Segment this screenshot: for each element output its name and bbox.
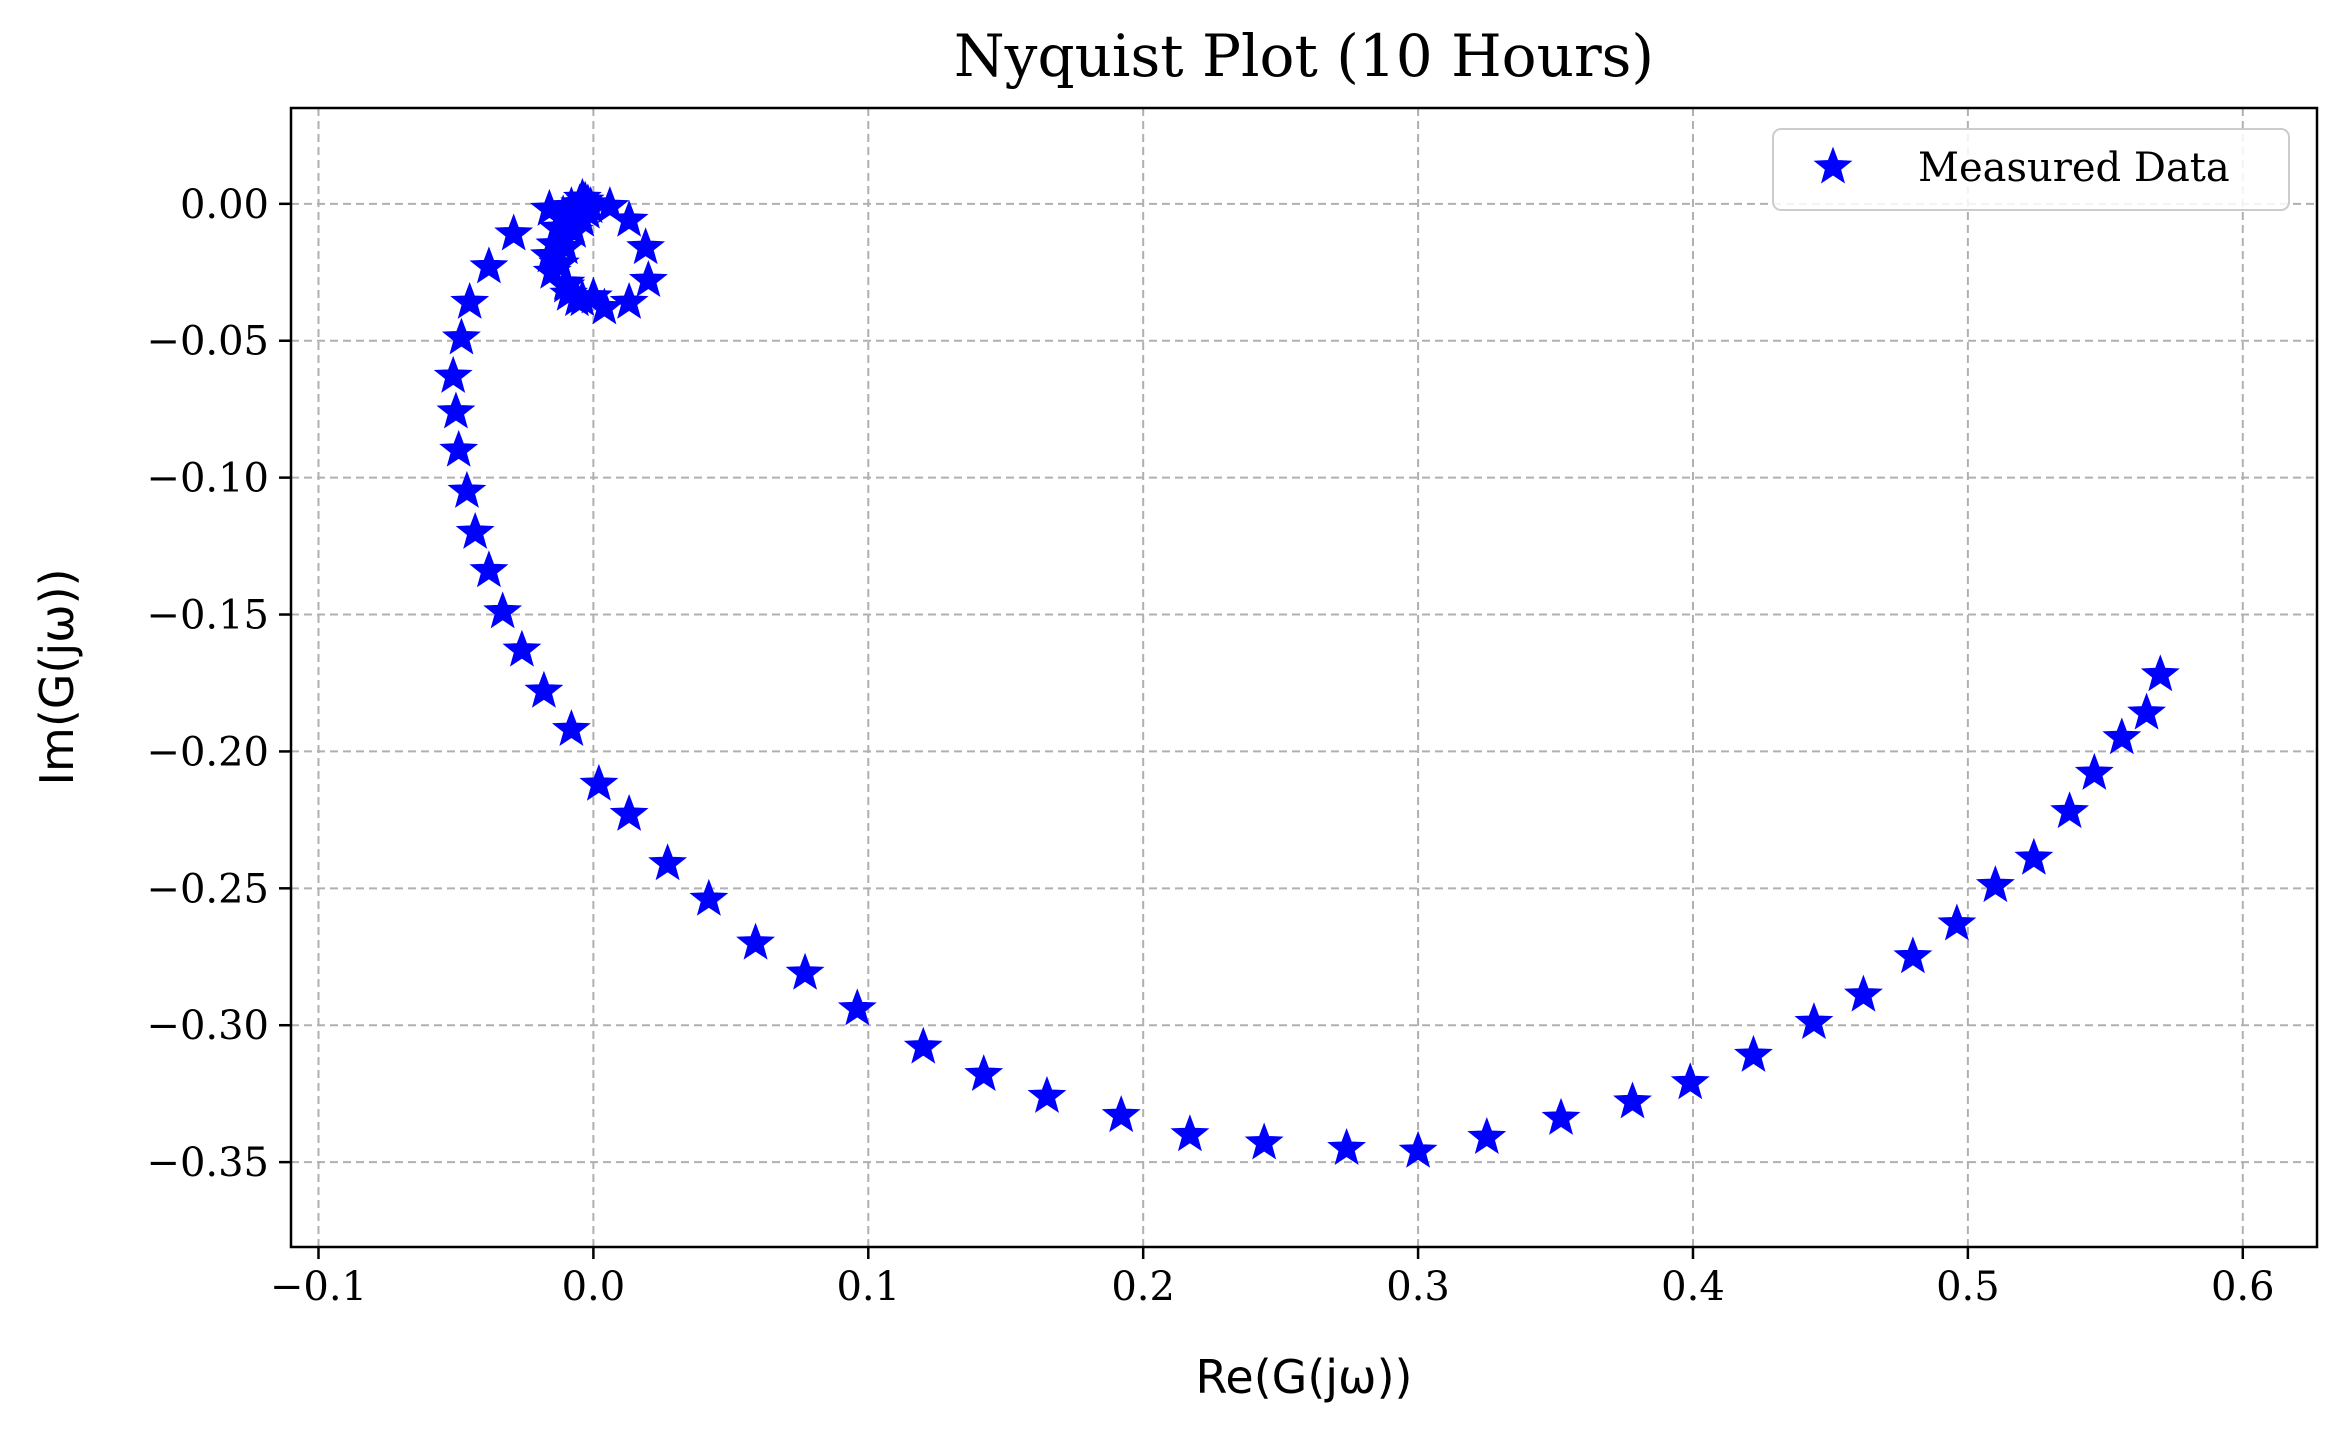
- data-point-star: [1794, 1002, 1834, 1040]
- data-point-star: [903, 1026, 943, 1064]
- y-tick-label: −0.15: [146, 593, 269, 639]
- data-point-star: [785, 952, 825, 990]
- data-point-star: [2127, 692, 2166, 730]
- x-tick-label: 0.6: [2211, 1264, 2275, 1310]
- y-tick-label: −0.25: [146, 866, 269, 912]
- data-point-star: [551, 709, 591, 747]
- data-point-star: [1467, 1117, 1507, 1155]
- data-point-star: [1975, 865, 2015, 903]
- data-point-star: [549, 273, 589, 311]
- data-point-star: [450, 281, 490, 319]
- data-points: [433, 177, 2180, 1168]
- data-point-star: [436, 391, 476, 429]
- data-point-star: [579, 763, 619, 801]
- y-tick-label: −0.35: [146, 1140, 269, 1186]
- data-point-star: [439, 429, 479, 467]
- x-tick-label: 0.5: [1936, 1264, 2000, 1310]
- data-point-star: [609, 281, 649, 319]
- data-point-star: [1937, 903, 1977, 941]
- data-point-star: [433, 355, 473, 393]
- data-point-star: [1398, 1130, 1438, 1168]
- data-point-star: [532, 251, 572, 289]
- x-tick-label: 0.4: [1661, 1264, 1725, 1310]
- x-tick-label: 0.1: [836, 1264, 900, 1310]
- data-point-star: [626, 227, 666, 265]
- data-point-star: [2074, 752, 2114, 790]
- legend-star-icon: [1813, 146, 1853, 184]
- data-point-star: [1244, 1122, 1284, 1160]
- legend-marker-star: [1813, 146, 1853, 184]
- data-point-star: [964, 1054, 1004, 1092]
- data-point-star: [529, 235, 569, 273]
- data-point-star: [502, 629, 542, 667]
- data-point-star: [628, 260, 668, 298]
- data-point-star: [2014, 837, 2054, 875]
- chart-title: Nyquist Plot (10 Hours): [954, 22, 1654, 90]
- data-point-star: [1027, 1075, 1067, 1113]
- data-point-star: [1101, 1095, 1141, 1133]
- x-tick-label: 0.0: [562, 1264, 626, 1310]
- y-tick-label: −0.05: [146, 319, 269, 365]
- data-point-star: [1734, 1034, 1773, 1072]
- data-point-star: [689, 878, 729, 916]
- data-point-star: [455, 511, 495, 549]
- x-axis-ticks: −0.1 0.0 0.1 0.2 0.3 0.4 0.5 0.6: [270, 1247, 2275, 1310]
- legend-box: [1772, 128, 2290, 211]
- data-point-star: [1893, 936, 1933, 974]
- data-point-star: [736, 922, 776, 960]
- data-point-star: [1613, 1081, 1652, 1119]
- y-tick-label: −0.30: [146, 1003, 269, 1049]
- data-point-star: [447, 470, 487, 508]
- legend-entry: Measured Data: [1918, 145, 2230, 191]
- data-point-star: [1327, 1128, 1367, 1165]
- plot-frame: [289, 106, 2319, 1249]
- y-tick-label: 0.00: [180, 182, 269, 228]
- data-point-star: [546, 227, 586, 265]
- data-point-star: [609, 793, 649, 831]
- data-point-star: [1170, 1114, 1210, 1152]
- data-point-star: [524, 670, 564, 708]
- x-tick-label: 0.3: [1386, 1264, 1450, 1310]
- data-point-star: [2050, 791, 2090, 829]
- data-point-star: [648, 843, 688, 881]
- x-tick-label: −0.1: [270, 1264, 367, 1310]
- y-axis-ticks: 0.00 −0.05 −0.10 −0.15 −0.20 −0.25 −0.30 −0.35: [146, 182, 291, 1186]
- data-point-star: [554, 210, 594, 248]
- data-point-star: [837, 988, 877, 1026]
- x-axis-label: Re(G(jω)): [1196, 1350, 1413, 1404]
- data-point-star: [483, 591, 523, 629]
- x-tick-label: 0.2: [1111, 1264, 1175, 1310]
- y-tick-label: −0.10: [146, 456, 269, 502]
- data-point-star: [1670, 1062, 1710, 1100]
- data-point-star: [469, 550, 509, 588]
- data-point-star: [609, 199, 649, 237]
- data-point-star: [442, 317, 481, 355]
- data-point-star: [1541, 1097, 1581, 1135]
- data-point-star: [2140, 654, 2180, 692]
- data-point-star: [1843, 974, 1883, 1012]
- legend: Measured Data: [1772, 128, 2290, 211]
- data-point-star: [469, 246, 509, 284]
- data-point-star: [2102, 717, 2142, 755]
- data-point-star: [494, 213, 534, 251]
- y-axis-label: Im(G(jω)): [30, 568, 84, 785]
- y-tick-label: −0.20: [146, 729, 269, 775]
